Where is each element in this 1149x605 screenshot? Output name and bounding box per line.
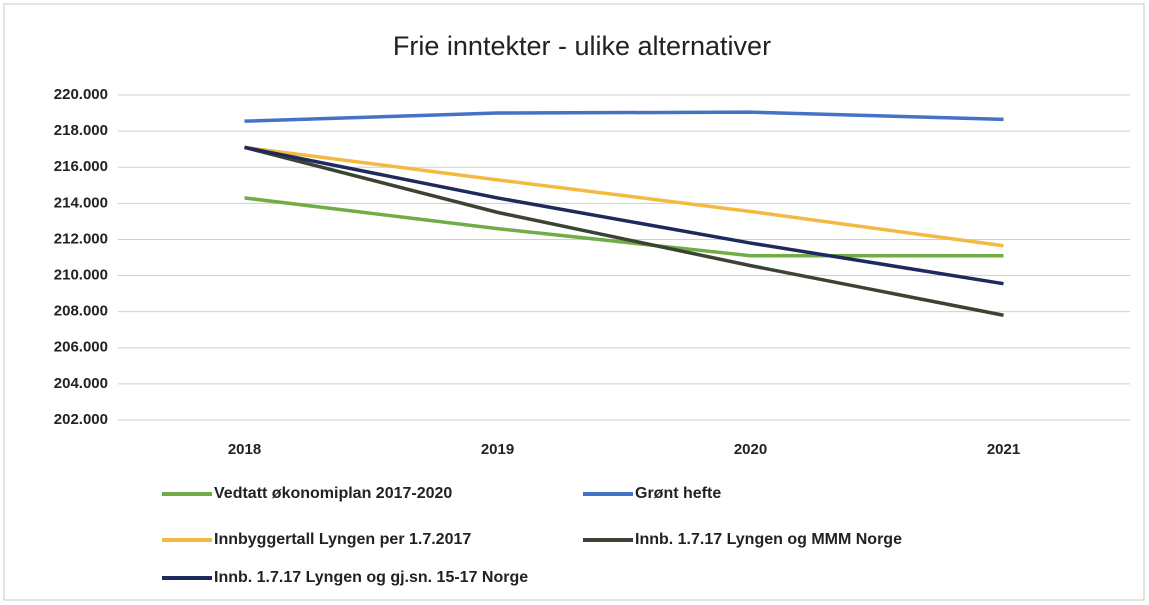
y-tick-label: 206.000 [54, 339, 108, 356]
y-tick-label: 212.000 [54, 230, 108, 247]
x-tick-label: 2020 [734, 441, 767, 458]
legend-label: Innbyggertall Lyngen per 1.7.2017 [214, 531, 471, 548]
series-line [244, 196, 1004, 258]
legend-label: Innb. 1.7.17 Lyngen og MMM Norge [635, 531, 902, 548]
legend-label: Grønt hefte [635, 485, 721, 502]
legend-label: Vedtatt økonomiplan 2017-2020 [214, 485, 452, 502]
x-tick-label: 2018 [228, 441, 261, 458]
series-line [244, 145, 1004, 317]
y-tick-label: 204.000 [54, 375, 108, 392]
y-tick-label: 208.000 [54, 303, 108, 320]
chart-frame [3, 3, 1145, 601]
y-tick-label: 216.000 [54, 158, 108, 175]
series-line [244, 145, 1004, 248]
x-tick-label: 2021 [987, 441, 1020, 458]
y-tick-label: 210.000 [54, 267, 108, 284]
series-line [244, 110, 1004, 123]
y-tick-label: 202.000 [54, 411, 108, 428]
y-tick-label: 220.000 [54, 86, 108, 103]
y-tick-label: 214.000 [54, 194, 108, 211]
series-line [244, 145, 1004, 286]
chart-title: Frie inntekter - ulike alternativer [393, 31, 771, 61]
y-tick-label: 218.000 [54, 122, 108, 139]
x-tick-label: 2019 [481, 441, 514, 458]
legend-label: Innb. 1.7.17 Lyngen og gj.sn. 15-17 Norg… [214, 569, 528, 586]
